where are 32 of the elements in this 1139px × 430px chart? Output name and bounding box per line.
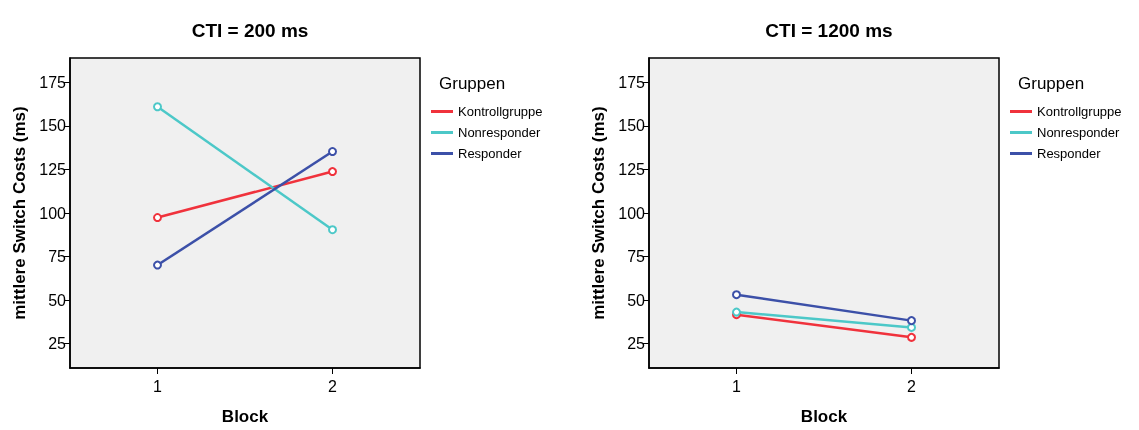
legend-label: Responder: [1037, 146, 1102, 161]
x-tick-label: 2: [907, 377, 917, 395]
chart-title: CTI = 200 ms: [191, 20, 309, 41]
y-tick-label: 150: [39, 117, 67, 135]
y-tick-label: 75: [48, 248, 67, 266]
y-tick-label: 25: [627, 335, 646, 353]
y-tick-label: 175: [39, 73, 67, 91]
legend-label: Nonresponder: [458, 125, 542, 140]
legend-label: Kontrollgruppe: [458, 104, 543, 119]
y-tick-label: 175: [618, 73, 646, 91]
y-tick-label: 100: [618, 204, 646, 222]
x-axis-title: Block: [221, 407, 269, 426]
y-tick-label: 75: [627, 248, 646, 266]
x-tick-label: 1: [732, 377, 742, 395]
x-tick-label: 1: [153, 377, 163, 395]
y-tick-label: 100: [39, 204, 67, 222]
x-axis-title: Block: [800, 407, 848, 426]
y-tick-label: 50: [627, 291, 646, 309]
legend-label: Kontrollgruppe: [1037, 104, 1122, 119]
legend-label: Nonresponder: [1037, 125, 1121, 140]
legend-label: Responder: [458, 146, 523, 161]
x-tick-label: 2: [328, 377, 338, 395]
legend-title: Gruppen: [439, 74, 506, 93]
y-tick-label: 150: [618, 117, 646, 135]
y-axis-title: mittlere Switch Costs (ms): [10, 106, 29, 320]
y-tick-label: 125: [39, 160, 67, 178]
chart-title: CTI = 1200 ms: [765, 20, 893, 41]
y-tick-label: 25: [48, 335, 67, 353]
legend-title: Gruppen: [1018, 74, 1085, 93]
y-axis-title: mittlere Switch Costs (ms): [589, 106, 608, 320]
y-tick-label: 50: [48, 291, 67, 309]
y-tick-label: 125: [618, 160, 646, 178]
